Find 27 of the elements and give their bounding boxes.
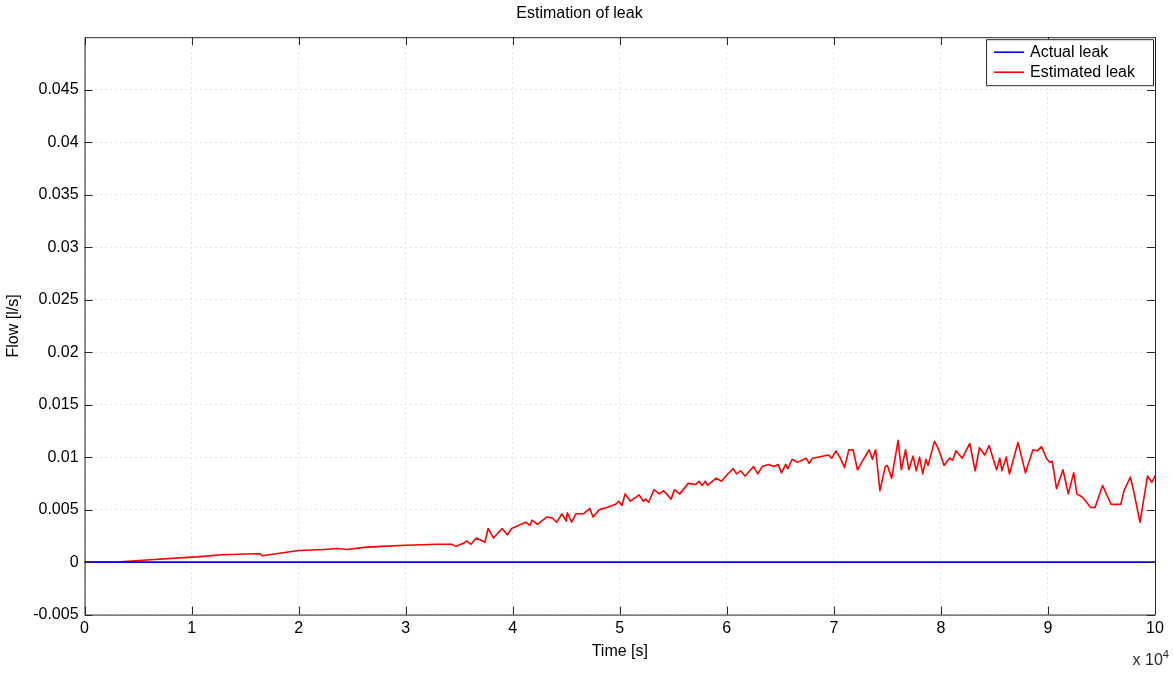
legend-label: Actual leak xyxy=(1030,42,1110,60)
x-tick-label: 3 xyxy=(401,618,411,636)
y-tick-label: 0.03 xyxy=(47,237,79,255)
x-tick-label: 6 xyxy=(722,618,732,636)
y-tick-label: 0.01 xyxy=(47,447,79,465)
y-tick-label: 0.005 xyxy=(38,500,79,518)
x-tick-label: 4 xyxy=(508,618,518,636)
y-axis-title: Flow [l/s] xyxy=(4,294,22,358)
legend-label: Estimated leak xyxy=(1030,62,1136,80)
x-tick-label: 9 xyxy=(1043,618,1053,636)
x-tick-label: 1 xyxy=(187,618,197,636)
y-tick-label: -0.005 xyxy=(33,605,79,623)
x-axis-title: Time [s] xyxy=(591,641,648,659)
y-tick-label: 0.025 xyxy=(38,290,79,308)
y-tick-label: 0 xyxy=(69,552,79,570)
x-tick-label: 0 xyxy=(80,618,90,636)
x-tick-label: 5 xyxy=(615,618,625,636)
x-tick-label: 2 xyxy=(294,618,304,636)
y-tick-label: 0.015 xyxy=(38,395,79,413)
y-tick-label: 0.02 xyxy=(47,342,79,360)
y-tick-label: 0.045 xyxy=(38,80,79,98)
y-tick-label: 0.04 xyxy=(47,132,79,150)
x-tick-label: 10 xyxy=(1146,618,1164,636)
x-tick-label: 8 xyxy=(936,618,946,636)
y-tick-label: 0.035 xyxy=(38,185,79,203)
x-tick-label: 7 xyxy=(829,618,839,636)
chart-title: Estimation of leak xyxy=(516,4,644,22)
